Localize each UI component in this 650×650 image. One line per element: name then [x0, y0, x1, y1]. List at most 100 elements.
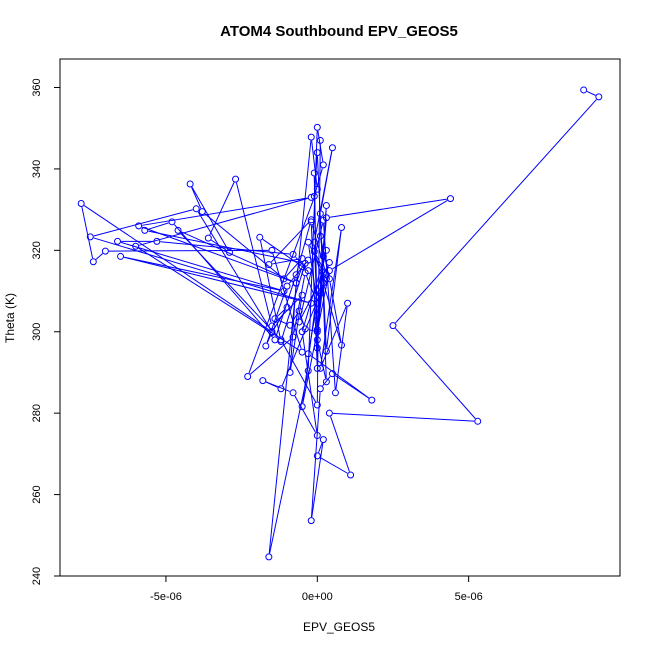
data-point [310, 169, 318, 177]
data-point [389, 322, 397, 330]
plot-area [77, 86, 603, 561]
series-segment [320, 457, 348, 474]
data-point [328, 144, 336, 152]
x-tick-label: 5e-06 [455, 591, 483, 603]
y-tick-label: 260 [31, 485, 43, 503]
data-point [280, 287, 288, 295]
data-point [292, 279, 300, 287]
data-point [307, 517, 315, 525]
data-point [310, 192, 318, 200]
series-segment [93, 237, 308, 303]
series-segment [296, 223, 311, 272]
data-point [313, 364, 321, 372]
data-point [141, 226, 149, 234]
data-point [86, 233, 94, 241]
chart-title: ATOM4 Southbound EPV_GEOS5 [220, 23, 458, 40]
y-axis: 240 260 280 300 320 340 360 [31, 78, 60, 585]
series-segment [278, 319, 287, 325]
series-segment [322, 376, 331, 387]
series-segment [299, 314, 305, 326]
series-segment [272, 258, 299, 265]
data-point [295, 307, 303, 315]
data-point [226, 248, 234, 256]
data-point [298, 348, 306, 356]
data-point [244, 373, 252, 381]
data-point [322, 378, 330, 386]
data-point [301, 259, 309, 267]
series-segment [302, 294, 318, 404]
y-tick-label: 360 [31, 78, 43, 96]
data-point [101, 247, 109, 255]
data-point [198, 208, 206, 216]
x-axis: -5e-06 0e+00 5e-06 [150, 576, 483, 603]
data-point [286, 368, 294, 376]
data-point [313, 432, 321, 440]
data-point [313, 123, 321, 131]
series-segment [315, 254, 326, 272]
data-point [338, 341, 346, 349]
series-segment [275, 278, 296, 337]
data-point [595, 93, 603, 101]
series-segment [281, 281, 326, 386]
series-segment [308, 329, 314, 332]
series-segment [310, 392, 321, 518]
data-point [580, 86, 588, 94]
series-segment [304, 262, 307, 265]
data-point [265, 553, 273, 561]
series-segment [323, 223, 336, 390]
series-segment [395, 99, 597, 324]
series-segment [148, 222, 169, 230]
data-point [283, 303, 291, 311]
x-tick-label: -5e-06 [150, 591, 182, 603]
data-point [446, 195, 454, 203]
series-segment [320, 239, 330, 276]
data-point [313, 344, 321, 352]
data-point [265, 261, 273, 269]
series-segment [248, 192, 317, 374]
series-segment [191, 187, 202, 209]
data-point [313, 311, 321, 319]
x-tick-label: 0e+00 [302, 591, 333, 603]
data-point [289, 389, 297, 397]
y-tick-label: 340 [31, 160, 43, 178]
series-segment [332, 412, 475, 422]
series-segment [311, 443, 324, 518]
series-segment [260, 240, 281, 339]
y-tick-label: 280 [31, 404, 43, 422]
series-segment [281, 266, 305, 339]
data-point [283, 282, 291, 290]
data-point [319, 252, 327, 260]
data-point [319, 279, 327, 287]
data-point [304, 367, 312, 375]
data-point [307, 299, 315, 307]
data-point [474, 417, 482, 425]
series-segment [204, 213, 282, 277]
data-point [298, 403, 306, 411]
series-segment [272, 253, 302, 349]
data-point [259, 377, 267, 385]
series-segment [332, 200, 448, 270]
data-point [347, 471, 355, 479]
y-axis-label: Theta (K) [3, 293, 17, 343]
series-segment [123, 256, 308, 303]
series-segment [318, 442, 323, 453]
data-point [153, 237, 161, 245]
series-segment [277, 309, 285, 317]
data-point [295, 318, 303, 326]
plot-frame [59, 58, 621, 577]
data-point [331, 389, 339, 397]
data-point [307, 218, 315, 226]
data-point [301, 325, 309, 333]
data-point [268, 328, 276, 336]
series-segment [293, 276, 306, 334]
data-point [313, 185, 321, 193]
series-segment [268, 140, 312, 554]
series-segment [330, 416, 350, 472]
series-segment [329, 198, 448, 218]
series-segment [123, 256, 281, 291]
data-point [77, 200, 85, 208]
data-point [316, 385, 324, 393]
series-segment [317, 343, 327, 379]
data-point [319, 161, 327, 169]
data-point [286, 321, 294, 329]
